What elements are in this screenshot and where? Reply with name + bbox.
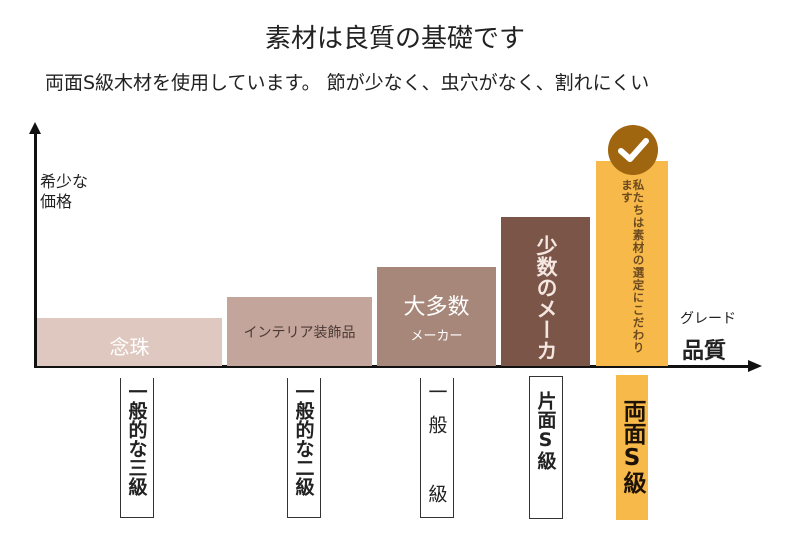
page-title: 素材は良質の基礎です [264,24,525,54]
bar-interior: インテリア装飾品 [227,297,372,366]
check-circle-icon [608,125,658,175]
grade-label-third: 一般的な三級 [120,378,154,518]
grade-label-general: 一般 級 [420,378,454,518]
bar-label: 大多数 [403,295,470,320]
grade-label-single-s: 片面S級 [529,376,563,519]
grade-text: 一般的な二級 [292,382,315,496]
y-axis-label: 希少な価格 [40,172,89,211]
grade-text: 両面S級 [619,399,645,494]
bar-sublabel: メーカー [410,329,463,344]
bar-label: 念珠 [109,334,150,359]
grade-text: 一般的な三級 [125,382,148,496]
bar-label: インテリア装飾品 [243,324,356,341]
y-axis [34,132,37,368]
bar-few: 少数のメーカ [501,217,590,366]
page-subtitle: 両面S級木材を使用しています。 節が少なく、虫穴がなく、割れにくい [45,72,650,94]
bar-majority: 大多数 メーカー [377,267,496,366]
x-axis-label-large: 品質 [682,339,727,364]
x-axis [34,365,752,368]
bar-label: 私たちは素材の選定にこだわります [620,179,646,354]
bar-ours: 私たちは素材の選定にこだわります [596,161,668,366]
x-axis-label-small: グレード [680,311,736,327]
grade-text: 一般 級 [425,382,448,517]
bar-rosary: 念珠 [37,318,222,366]
grade-text: 片面S級 [534,391,557,470]
x-axis-arrow-icon [748,360,762,372]
y-axis-arrow-icon [29,122,41,134]
bar-label: 少数のメーカ [534,235,558,361]
grade-label-double-s: 両面S級 [616,375,648,520]
grade-label-second: 一般的な二級 [287,378,321,518]
